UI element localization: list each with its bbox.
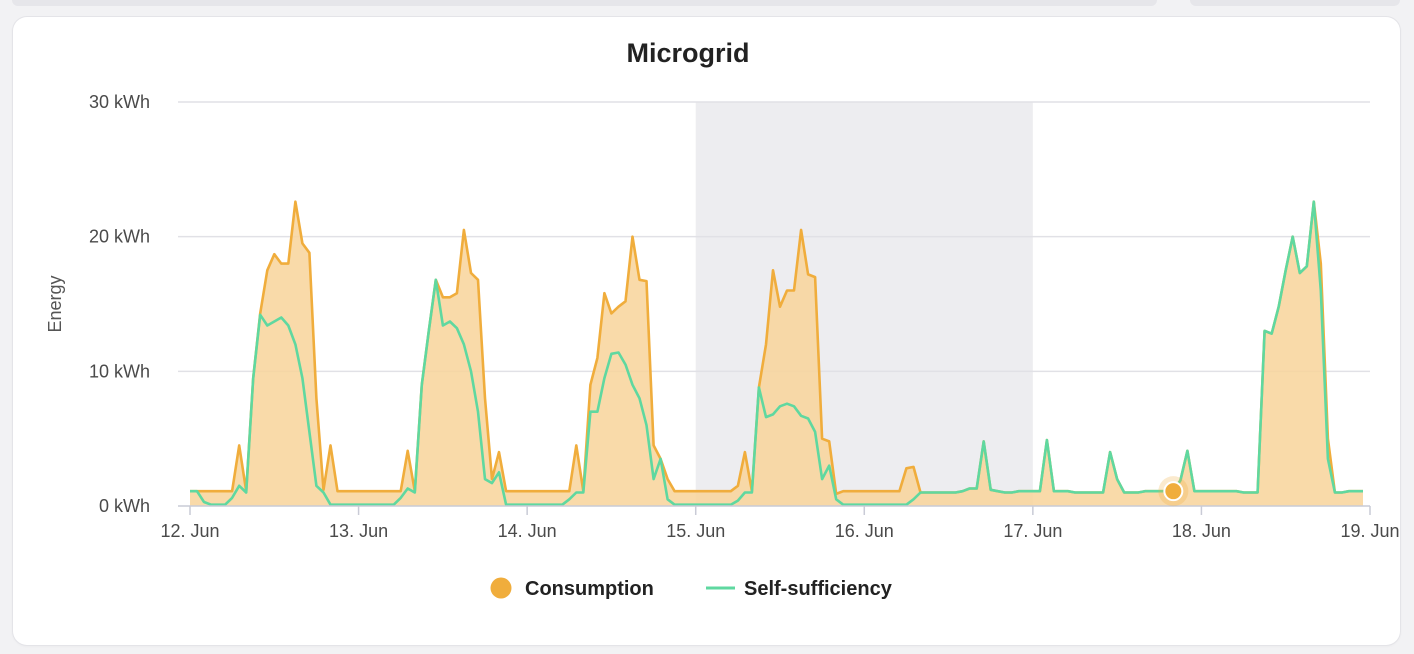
background-card-edge [12, 0, 1157, 6]
x-tick-label: 13. Jun [329, 521, 388, 541]
consumption-area [190, 201, 1363, 506]
x-tick-label: 17. Jun [1003, 521, 1062, 541]
background-card-edge [1190, 0, 1400, 6]
x-tick-label: 19. Jun [1340, 521, 1399, 541]
legend-item-consumption[interactable]: Consumption [490, 577, 654, 601]
highlight-band [695, 102, 1033, 506]
chart-card: Microgrid Energy 0 kWh 10 kWh 20 kWh 30 kWh… [13, 17, 1400, 645]
hover-point[interactable] [1163, 481, 1184, 502]
x-tick-label: 14. Jun [498, 521, 557, 541]
chart-title: Microgrid [626, 38, 749, 68]
legend-label: Consumption [525, 578, 654, 600]
legend-label: Self-sufficiency [744, 578, 893, 600]
x-tick-label: 16. Jun [835, 521, 894, 541]
legend-item-self-sufficiency[interactable]: Self-sufficiency [706, 578, 893, 600]
x-tick-label: 18. Jun [1172, 521, 1231, 541]
y-tick-label: 30 kWh [89, 92, 150, 112]
legend-dot-icon [490, 577, 512, 599]
x-tick-label: 12. Jun [160, 521, 219, 541]
y-axis-title: Energy [45, 275, 65, 332]
microgrid-chart: Microgrid Energy 0 kWh 10 kWh 20 kWh 30 kWh… [45, 38, 1400, 601]
y-tick-label: 0 kWh [99, 496, 150, 516]
y-tick-label: 20 kWh [89, 227, 150, 247]
y-tick-label: 10 kWh [89, 361, 150, 381]
x-tick-label: 15. Jun [666, 521, 725, 541]
